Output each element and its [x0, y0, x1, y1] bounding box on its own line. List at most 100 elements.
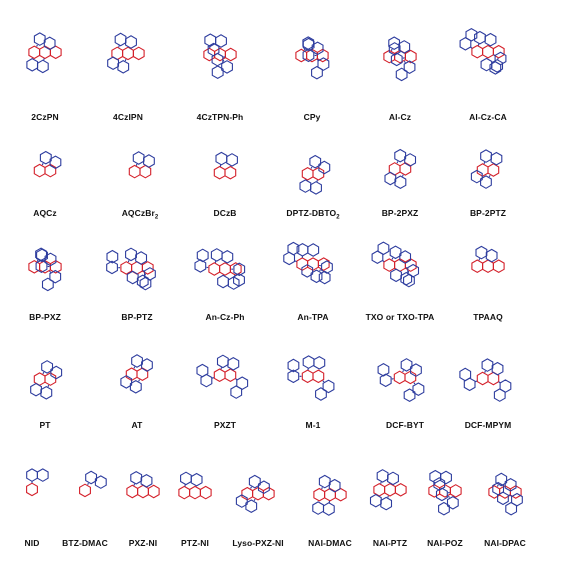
donor-ring [495, 472, 508, 487]
bond-line [319, 269, 322, 272]
molecule-structure [196, 354, 249, 399]
donor-ring [321, 260, 333, 274]
acceptor-ring [476, 371, 489, 386]
donor-ring [394, 148, 407, 163]
acceptor-ring [203, 47, 216, 62]
compound-name: 4CzIPN [113, 112, 143, 122]
compound-name: 4CzTPN-Ph [196, 112, 244, 122]
acceptor-ring [39, 45, 51, 60]
acceptor-ring [399, 162, 412, 176]
acceptor-ring [26, 482, 38, 497]
donor-ring [470, 169, 483, 184]
acceptor-ring [509, 485, 522, 499]
donor-ring [395, 67, 408, 82]
donor-ring [311, 41, 324, 56]
bond-line [253, 498, 256, 502]
donor-ring [139, 276, 152, 291]
compound-label: BP-2PTZ [470, 208, 506, 218]
donor-ring [125, 35, 137, 49]
donor-ring [236, 376, 249, 391]
compound-label: NAI-DPAC [484, 538, 526, 548]
compound-name: Lyso-PXZ-NI [232, 538, 284, 548]
donor-ring [480, 57, 493, 72]
compound-label: 4CzTPN-Ph [197, 112, 244, 122]
bond-line [321, 487, 323, 490]
compound-name: DCF-MPYM [464, 420, 512, 430]
acceptor-ring [383, 258, 396, 272]
bond-line [484, 370, 486, 373]
molecule-structure [128, 151, 155, 179]
bond-line [403, 60, 406, 63]
donor-ring [190, 472, 203, 487]
donor-ring [196, 363, 209, 378]
donor-ring [257, 480, 270, 495]
acceptor-ring [49, 259, 62, 274]
donor-ring [446, 495, 459, 510]
molecule-structure [79, 470, 107, 498]
compound-label: BP-PXZ [29, 312, 61, 322]
molecule-structure [287, 355, 335, 401]
donor-ring [233, 262, 246, 277]
bond-line [49, 270, 52, 273]
molecule-structure [312, 474, 347, 516]
compound-label: AQCz [33, 208, 57, 218]
compound-label: PXZ-NI [129, 538, 157, 548]
acceptor-ring [213, 165, 226, 180]
molecule-structure [369, 469, 407, 511]
bond-line [138, 379, 140, 382]
molecule-structure [106, 247, 156, 291]
donor-ring [485, 248, 498, 263]
molecule-structure [178, 471, 212, 500]
compound-label: DCF-MPYM [465, 420, 512, 430]
compound-label: Al-Cz-CA [469, 112, 507, 122]
compound-name: PT [39, 420, 51, 430]
donor-ring [465, 27, 478, 42]
acceptor-ring [139, 164, 152, 179]
donor-ring [204, 33, 217, 48]
acceptor-ring [44, 372, 57, 386]
donor-ring [120, 375, 133, 389]
bond-line [447, 495, 450, 498]
donor-ring [504, 477, 517, 492]
acceptor-ring [126, 484, 139, 499]
bond-line [405, 267, 408, 269]
molecule-structure [459, 358, 512, 402]
donor-ring [435, 487, 448, 502]
compound-name: BP-PXZ [29, 312, 61, 322]
molecule-structure [459, 27, 507, 75]
bond-line [87, 482, 89, 486]
molecule-structure [488, 472, 523, 516]
donor-ring [287, 241, 300, 256]
donor-ring [403, 388, 416, 403]
donor-ring [36, 248, 48, 263]
bond-line [42, 371, 45, 375]
molecule-structure [107, 32, 145, 74]
compound-label: AT [132, 420, 143, 430]
donor-ring [36, 468, 49, 482]
donor-ring [384, 171, 397, 186]
donor-ring [226, 153, 238, 167]
donor-ring [180, 471, 192, 486]
donor-ring [302, 355, 315, 369]
molecule-structure [194, 248, 246, 290]
acceptor-ring [132, 46, 145, 61]
donor-ring [30, 382, 42, 397]
compound-label: AQCzBr2 [122, 208, 159, 221]
compound-name: Al-Cz-CA [469, 112, 507, 122]
bond-line [391, 257, 394, 260]
donor-ring [459, 367, 472, 382]
donor-ring [131, 354, 143, 368]
donor-ring [43, 36, 56, 51]
compound-label: PTZ-NI [181, 538, 209, 548]
acceptor-ring [313, 487, 326, 502]
acceptor-ring [208, 262, 221, 276]
molecule-structure [377, 358, 425, 403]
donor-ring [215, 34, 227, 48]
donor-ring [106, 249, 119, 264]
compound-name: NID [24, 538, 40, 548]
donor-ring [380, 496, 393, 511]
donor-ring [216, 354, 229, 369]
compound-name: An-TPA [297, 312, 329, 322]
acceptor-ring [44, 163, 57, 178]
donor-ring [463, 377, 476, 392]
